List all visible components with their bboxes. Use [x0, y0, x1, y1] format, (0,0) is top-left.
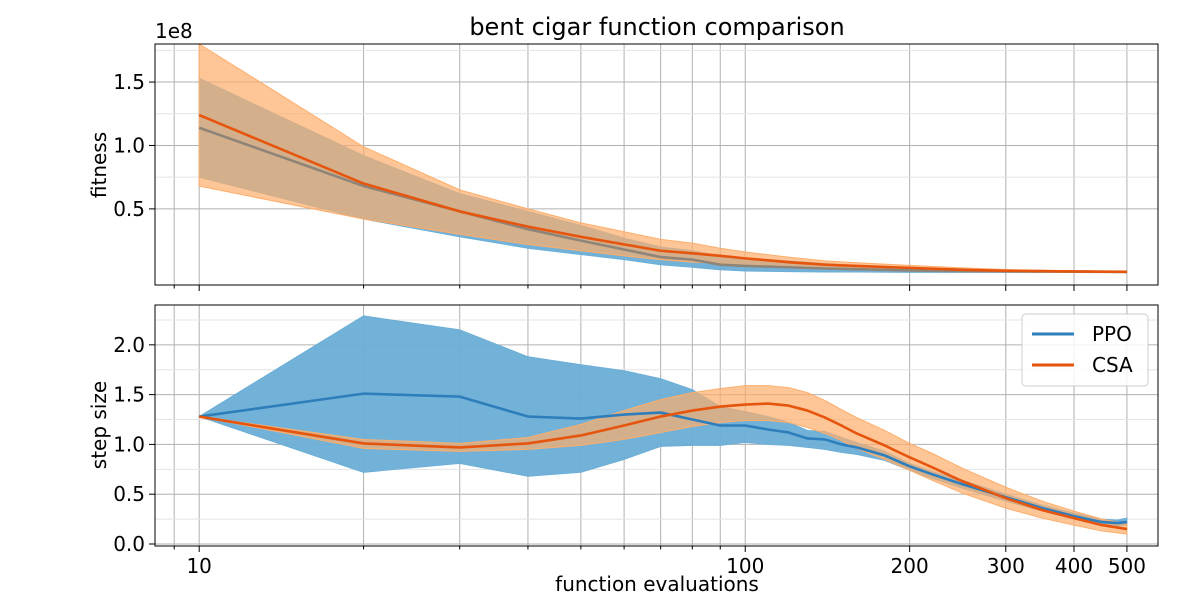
y-tick-label: 0.5 — [113, 482, 145, 506]
legend: PPO CSA — [1021, 313, 1149, 387]
fitness-axes-frame — [154, 43, 1159, 286]
step-size-panel: 0.0 0.5 1.0 1.5 2.0 10 100 200 300 400 500 step s… — [87, 304, 1159, 578]
step-size-y-ticks: 0.0 0.5 1.0 1.5 2.0 — [113, 333, 155, 556]
y-tick-label: 1.5 — [113, 383, 145, 407]
y-tick-label: 0.0 — [113, 532, 145, 556]
line-csa — [198, 402, 1128, 531]
x-tick-label: 10 — [186, 554, 211, 578]
y-tick-label: 0.5 — [113, 197, 145, 221]
step-size-y-axis-label: step size — [87, 381, 111, 469]
x-tick-label: 500 — [1108, 554, 1146, 578]
line-csa — [198, 113, 1127, 274]
y-tick-label: 1.5 — [113, 70, 145, 94]
fitness-panel: 0.5 1.0 1.5 1e8 fitness — [87, 19, 1159, 291]
fitness-x-ticks — [173, 285, 1128, 291]
band-csa — [198, 43, 1128, 273]
x-tick-label: 400 — [1055, 554, 1093, 578]
step-size-axes-frame — [154, 304, 1159, 547]
fitness-lines — [198, 113, 1127, 274]
line-ppo — [199, 392, 1128, 525]
y-tick-label: 1.0 — [113, 432, 145, 456]
step-size-lines — [198, 392, 1128, 531]
fitness-y-ticks: 0.5 1.0 1.5 — [113, 70, 155, 221]
y-tick-label: 1.0 — [113, 133, 145, 157]
y-tick-label: 2.0 — [113, 333, 145, 357]
step-size-x-ticks: 10 100 200 300 400 500 — [173, 546, 1146, 578]
x-tick-label: 100 — [726, 554, 764, 578]
fitness-y-axis-label: fitness — [87, 132, 111, 198]
legend-label-ppo: PPO — [1092, 322, 1132, 346]
legend-box — [1021, 313, 1149, 387]
x-tick-label: 300 — [987, 554, 1025, 578]
fitness-offset-label: 1e8 — [155, 19, 193, 43]
x-axis-label: function evaluations — [555, 572, 759, 596]
legend-label-csa: CSA — [1092, 353, 1133, 377]
chart-title: bent cigar function comparison — [469, 13, 844, 41]
x-tick-label: 200 — [891, 554, 929, 578]
fitness-bands — [198, 43, 1128, 273]
